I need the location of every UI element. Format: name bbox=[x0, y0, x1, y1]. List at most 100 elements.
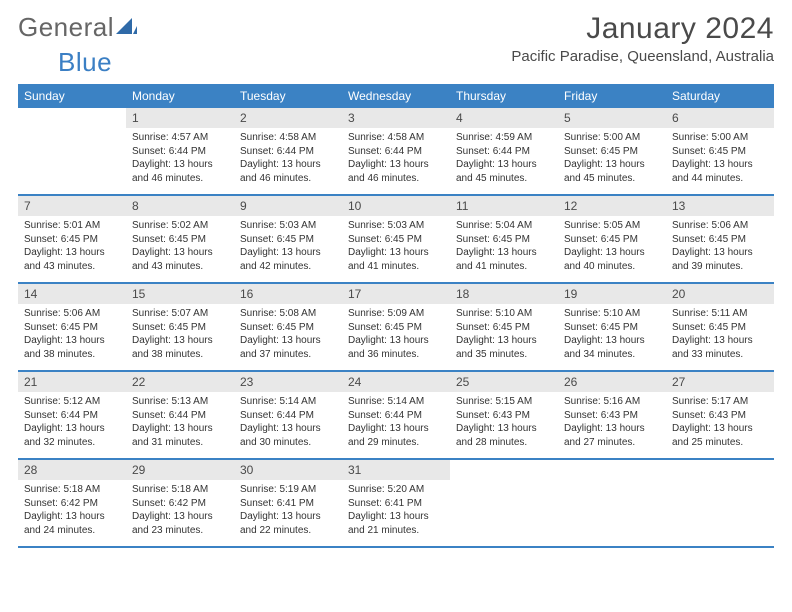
day-number: 1 bbox=[126, 108, 234, 128]
calendar-cell: 3Sunrise: 4:58 AMSunset: 6:44 PMDaylight… bbox=[342, 108, 450, 194]
day-info: Sunrise: 5:08 AMSunset: 6:45 PMDaylight:… bbox=[234, 304, 342, 365]
day-info: Sunrise: 5:10 AMSunset: 6:45 PMDaylight:… bbox=[558, 304, 666, 365]
calendar-cell: 28Sunrise: 5:18 AMSunset: 6:42 PMDayligh… bbox=[18, 460, 126, 546]
day-info: Sunrise: 5:06 AMSunset: 6:45 PMDaylight:… bbox=[666, 216, 774, 277]
day-info: Sunrise: 5:16 AMSunset: 6:43 PMDaylight:… bbox=[558, 392, 666, 453]
calendar-cell: 16Sunrise: 5:08 AMSunset: 6:45 PMDayligh… bbox=[234, 284, 342, 370]
calendar-cell: 14Sunrise: 5:06 AMSunset: 6:45 PMDayligh… bbox=[18, 284, 126, 370]
calendar-week: 28Sunrise: 5:18 AMSunset: 6:42 PMDayligh… bbox=[18, 460, 774, 548]
day-info: Sunrise: 5:03 AMSunset: 6:45 PMDaylight:… bbox=[234, 216, 342, 277]
day-number-empty bbox=[450, 460, 558, 480]
calendar-cell: 12Sunrise: 5:05 AMSunset: 6:45 PMDayligh… bbox=[558, 196, 666, 282]
calendar-cell: 13Sunrise: 5:06 AMSunset: 6:45 PMDayligh… bbox=[666, 196, 774, 282]
logo-sail-icon bbox=[116, 16, 138, 36]
day-info: Sunrise: 5:03 AMSunset: 6:45 PMDaylight:… bbox=[342, 216, 450, 277]
calendar-cell: 18Sunrise: 5:10 AMSunset: 6:45 PMDayligh… bbox=[450, 284, 558, 370]
calendar-cell bbox=[666, 460, 774, 546]
calendar-week: 21Sunrise: 5:12 AMSunset: 6:44 PMDayligh… bbox=[18, 372, 774, 460]
day-number: 12 bbox=[558, 196, 666, 216]
calendar-week: 14Sunrise: 5:06 AMSunset: 6:45 PMDayligh… bbox=[18, 284, 774, 372]
day-info: Sunrise: 5:18 AMSunset: 6:42 PMDaylight:… bbox=[18, 480, 126, 541]
day-info: Sunrise: 5:10 AMSunset: 6:45 PMDaylight:… bbox=[450, 304, 558, 365]
calendar-cell: 9Sunrise: 5:03 AMSunset: 6:45 PMDaylight… bbox=[234, 196, 342, 282]
calendar-cell: 23Sunrise: 5:14 AMSunset: 6:44 PMDayligh… bbox=[234, 372, 342, 458]
day-info: Sunrise: 5:18 AMSunset: 6:42 PMDaylight:… bbox=[126, 480, 234, 541]
title-block: January 2024 Pacific Paradise, Queenslan… bbox=[511, 12, 774, 65]
calendar-cell bbox=[558, 460, 666, 546]
day-info: Sunrise: 5:13 AMSunset: 6:44 PMDaylight:… bbox=[126, 392, 234, 453]
calendar-cell: 1Sunrise: 4:57 AMSunset: 6:44 PMDaylight… bbox=[126, 108, 234, 194]
day-number: 11 bbox=[450, 196, 558, 216]
calendar-cell: 30Sunrise: 5:19 AMSunset: 6:41 PMDayligh… bbox=[234, 460, 342, 546]
day-number: 22 bbox=[126, 372, 234, 392]
calendar: Sunday Monday Tuesday Wednesday Thursday… bbox=[18, 84, 774, 548]
calendar-cell: 26Sunrise: 5:16 AMSunset: 6:43 PMDayligh… bbox=[558, 372, 666, 458]
weekday-wed: Wednesday bbox=[342, 84, 450, 108]
day-info: Sunrise: 5:00 AMSunset: 6:45 PMDaylight:… bbox=[558, 128, 666, 189]
day-info: Sunrise: 5:14 AMSunset: 6:44 PMDaylight:… bbox=[234, 392, 342, 453]
day-info: Sunrise: 5:07 AMSunset: 6:45 PMDaylight:… bbox=[126, 304, 234, 365]
day-number: 19 bbox=[558, 284, 666, 304]
calendar-cell: 10Sunrise: 5:03 AMSunset: 6:45 PMDayligh… bbox=[342, 196, 450, 282]
day-number: 10 bbox=[342, 196, 450, 216]
weekday-header: Sunday Monday Tuesday Wednesday Thursday… bbox=[18, 84, 774, 108]
weekday-thu: Thursday bbox=[450, 84, 558, 108]
day-number: 14 bbox=[18, 284, 126, 304]
calendar-cell bbox=[18, 108, 126, 194]
calendar-cell: 21Sunrise: 5:12 AMSunset: 6:44 PMDayligh… bbox=[18, 372, 126, 458]
day-info: Sunrise: 4:59 AMSunset: 6:44 PMDaylight:… bbox=[450, 128, 558, 189]
day-number: 26 bbox=[558, 372, 666, 392]
calendar-cell: 2Sunrise: 4:58 AMSunset: 6:44 PMDaylight… bbox=[234, 108, 342, 194]
calendar-cell: 4Sunrise: 4:59 AMSunset: 6:44 PMDaylight… bbox=[450, 108, 558, 194]
calendar-week: 1Sunrise: 4:57 AMSunset: 6:44 PMDaylight… bbox=[18, 108, 774, 196]
day-number: 3 bbox=[342, 108, 450, 128]
calendar-cell: 8Sunrise: 5:02 AMSunset: 6:45 PMDaylight… bbox=[126, 196, 234, 282]
day-number: 6 bbox=[666, 108, 774, 128]
day-number: 2 bbox=[234, 108, 342, 128]
weekday-mon: Monday bbox=[126, 84, 234, 108]
logo-text-1: General bbox=[18, 12, 114, 43]
day-info: Sunrise: 5:19 AMSunset: 6:41 PMDaylight:… bbox=[234, 480, 342, 541]
logo-text-2: Blue bbox=[58, 47, 112, 78]
logo: General bbox=[18, 12, 138, 43]
weekday-tue: Tuesday bbox=[234, 84, 342, 108]
day-info: Sunrise: 4:58 AMSunset: 6:44 PMDaylight:… bbox=[234, 128, 342, 189]
day-info: Sunrise: 5:01 AMSunset: 6:45 PMDaylight:… bbox=[18, 216, 126, 277]
calendar-cell: 27Sunrise: 5:17 AMSunset: 6:43 PMDayligh… bbox=[666, 372, 774, 458]
calendar-body: 1Sunrise: 4:57 AMSunset: 6:44 PMDaylight… bbox=[18, 108, 774, 548]
day-info: Sunrise: 5:09 AMSunset: 6:45 PMDaylight:… bbox=[342, 304, 450, 365]
calendar-cell: 17Sunrise: 5:09 AMSunset: 6:45 PMDayligh… bbox=[342, 284, 450, 370]
day-info: Sunrise: 4:58 AMSunset: 6:44 PMDaylight:… bbox=[342, 128, 450, 189]
month-title: January 2024 bbox=[511, 12, 774, 46]
calendar-cell bbox=[450, 460, 558, 546]
weekday-fri: Friday bbox=[558, 84, 666, 108]
day-info: Sunrise: 5:20 AMSunset: 6:41 PMDaylight:… bbox=[342, 480, 450, 541]
day-number: 27 bbox=[666, 372, 774, 392]
day-info: Sunrise: 5:11 AMSunset: 6:45 PMDaylight:… bbox=[666, 304, 774, 365]
day-number: 15 bbox=[126, 284, 234, 304]
day-number: 21 bbox=[18, 372, 126, 392]
day-number: 20 bbox=[666, 284, 774, 304]
calendar-cell: 22Sunrise: 5:13 AMSunset: 6:44 PMDayligh… bbox=[126, 372, 234, 458]
calendar-week: 7Sunrise: 5:01 AMSunset: 6:45 PMDaylight… bbox=[18, 196, 774, 284]
calendar-cell: 11Sunrise: 5:04 AMSunset: 6:45 PMDayligh… bbox=[450, 196, 558, 282]
day-number: 5 bbox=[558, 108, 666, 128]
day-info: Sunrise: 5:00 AMSunset: 6:45 PMDaylight:… bbox=[666, 128, 774, 189]
day-number: 7 bbox=[18, 196, 126, 216]
day-number: 16 bbox=[234, 284, 342, 304]
calendar-cell: 5Sunrise: 5:00 AMSunset: 6:45 PMDaylight… bbox=[558, 108, 666, 194]
calendar-cell: 24Sunrise: 5:14 AMSunset: 6:44 PMDayligh… bbox=[342, 372, 450, 458]
day-number: 9 bbox=[234, 196, 342, 216]
day-info: Sunrise: 5:17 AMSunset: 6:43 PMDaylight:… bbox=[666, 392, 774, 453]
day-number: 23 bbox=[234, 372, 342, 392]
day-number: 17 bbox=[342, 284, 450, 304]
weekday-sun: Sunday bbox=[18, 84, 126, 108]
calendar-cell: 31Sunrise: 5:20 AMSunset: 6:41 PMDayligh… bbox=[342, 460, 450, 546]
day-info: Sunrise: 5:14 AMSunset: 6:44 PMDaylight:… bbox=[342, 392, 450, 453]
day-number: 30 bbox=[234, 460, 342, 480]
calendar-cell: 25Sunrise: 5:15 AMSunset: 6:43 PMDayligh… bbox=[450, 372, 558, 458]
day-number: 18 bbox=[450, 284, 558, 304]
day-number-empty bbox=[666, 460, 774, 480]
day-number-empty bbox=[18, 108, 126, 128]
day-info: Sunrise: 5:04 AMSunset: 6:45 PMDaylight:… bbox=[450, 216, 558, 277]
